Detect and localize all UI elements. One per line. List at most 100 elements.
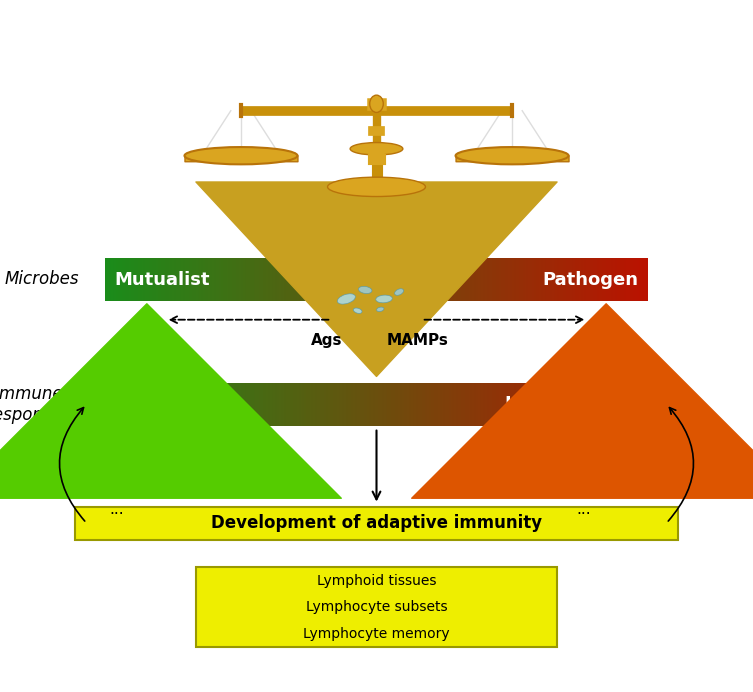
Bar xyxy=(270,258,273,301)
Bar xyxy=(427,383,430,426)
Bar xyxy=(333,258,336,301)
Bar xyxy=(188,258,191,301)
Bar xyxy=(606,258,608,301)
Bar xyxy=(246,258,249,301)
Bar xyxy=(133,383,135,426)
Bar xyxy=(541,258,544,301)
Bar xyxy=(227,258,229,301)
Bar xyxy=(472,258,475,301)
Text: Mutualist: Mutualist xyxy=(114,271,210,289)
Bar xyxy=(610,383,612,426)
Bar xyxy=(111,383,114,426)
Bar xyxy=(517,258,520,301)
Bar xyxy=(326,258,328,301)
Bar xyxy=(553,383,556,426)
Bar xyxy=(610,258,612,301)
Bar xyxy=(453,383,455,426)
Bar xyxy=(339,258,341,301)
Bar xyxy=(423,383,426,426)
Bar xyxy=(581,383,584,426)
Bar xyxy=(425,258,428,301)
Bar xyxy=(459,258,462,301)
Bar xyxy=(273,258,276,301)
Bar xyxy=(151,383,153,426)
Bar xyxy=(583,258,585,301)
Bar xyxy=(201,383,204,426)
Bar xyxy=(384,383,386,426)
Bar xyxy=(431,258,433,301)
Bar xyxy=(400,258,403,301)
Bar xyxy=(481,383,484,426)
Bar xyxy=(597,383,599,426)
Bar xyxy=(254,383,256,426)
Bar xyxy=(169,258,171,301)
Bar xyxy=(575,383,578,426)
Ellipse shape xyxy=(350,143,403,155)
Bar xyxy=(191,383,193,426)
Bar xyxy=(312,258,314,301)
Bar xyxy=(300,383,303,426)
Bar xyxy=(351,383,354,426)
Bar xyxy=(342,383,345,426)
Bar xyxy=(434,258,437,301)
Bar xyxy=(282,383,285,426)
Bar xyxy=(548,258,550,301)
Bar xyxy=(468,258,471,301)
Bar xyxy=(447,258,450,301)
Bar xyxy=(606,383,608,426)
Bar xyxy=(620,258,623,301)
Bar xyxy=(584,383,587,426)
Text: Regulation: Regulation xyxy=(114,395,224,413)
Bar xyxy=(151,258,153,301)
Bar xyxy=(337,258,340,301)
Bar xyxy=(548,383,550,426)
Bar xyxy=(358,383,361,426)
Bar xyxy=(227,383,229,426)
Bar xyxy=(353,383,355,426)
Bar xyxy=(340,258,343,301)
Bar xyxy=(178,383,180,426)
Bar xyxy=(172,258,175,301)
Bar xyxy=(646,258,648,301)
Bar xyxy=(230,383,233,426)
Bar xyxy=(407,383,410,426)
Bar xyxy=(376,383,379,426)
Bar xyxy=(286,383,288,426)
Bar xyxy=(236,258,238,301)
Bar xyxy=(458,258,460,301)
Bar xyxy=(375,383,377,426)
Bar xyxy=(291,383,294,426)
Bar xyxy=(315,258,318,301)
Bar xyxy=(525,258,527,301)
Bar xyxy=(306,383,309,426)
Bar xyxy=(167,383,169,426)
Bar xyxy=(143,258,146,301)
Bar xyxy=(252,383,255,426)
Bar xyxy=(494,258,496,301)
Bar xyxy=(264,258,267,301)
Bar xyxy=(187,383,189,426)
Bar xyxy=(123,383,126,426)
Bar xyxy=(107,258,110,301)
Bar xyxy=(321,258,323,301)
Bar xyxy=(395,383,397,426)
Bar xyxy=(630,383,632,426)
Bar xyxy=(595,383,598,426)
Bar xyxy=(188,383,191,426)
Bar xyxy=(387,258,390,301)
Bar xyxy=(245,258,247,301)
Bar xyxy=(465,383,468,426)
Bar xyxy=(526,258,529,301)
Bar xyxy=(299,258,301,301)
Bar xyxy=(371,383,373,426)
Bar xyxy=(508,258,511,301)
Bar xyxy=(474,383,477,426)
Bar xyxy=(239,383,242,426)
Bar xyxy=(319,258,322,301)
Ellipse shape xyxy=(353,308,362,313)
Bar xyxy=(516,258,518,301)
Bar xyxy=(526,383,529,426)
Bar xyxy=(495,383,498,426)
Bar xyxy=(319,383,322,426)
Bar xyxy=(360,258,363,301)
